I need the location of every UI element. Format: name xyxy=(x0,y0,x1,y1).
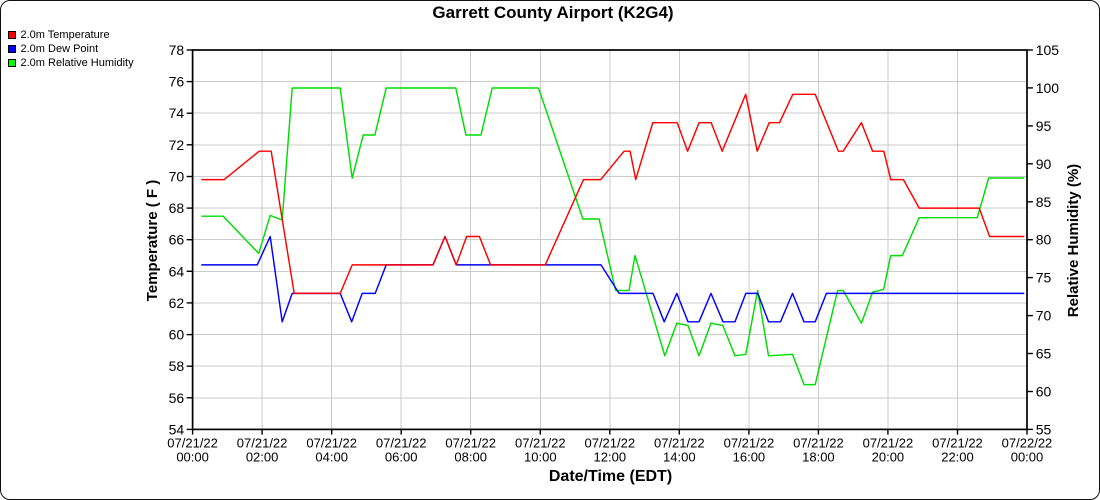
svg-text:70: 70 xyxy=(169,169,185,185)
svg-text:07/21/22: 07/21/22 xyxy=(932,436,983,451)
svg-text:07/21/22: 07/21/22 xyxy=(376,436,427,451)
svg-text:07/21/22: 07/21/22 xyxy=(863,436,914,451)
svg-text:14:00: 14:00 xyxy=(663,450,696,465)
svg-text:07/21/22: 07/21/22 xyxy=(584,436,635,451)
svg-text:02:00: 02:00 xyxy=(246,450,279,465)
svg-text:56: 56 xyxy=(169,390,185,406)
svg-text:95: 95 xyxy=(1036,118,1052,134)
svg-text:04:00: 04:00 xyxy=(315,450,348,465)
svg-text:80: 80 xyxy=(1036,232,1052,248)
svg-text:90: 90 xyxy=(1036,156,1052,172)
svg-text:85: 85 xyxy=(1036,194,1052,210)
svg-text:16:00: 16:00 xyxy=(733,450,766,465)
svg-text:07/21/22: 07/21/22 xyxy=(654,436,705,451)
svg-text:08:00: 08:00 xyxy=(454,450,487,465)
svg-text:07/21/22: 07/21/22 xyxy=(793,436,844,451)
svg-text:58: 58 xyxy=(169,358,185,374)
svg-text:74: 74 xyxy=(169,105,185,121)
svg-text:07/21/22: 07/21/22 xyxy=(167,436,218,451)
svg-text:00:00: 00:00 xyxy=(176,450,209,465)
svg-text:72: 72 xyxy=(169,137,185,153)
svg-text:54: 54 xyxy=(169,421,185,437)
svg-text:66: 66 xyxy=(169,232,185,248)
svg-text:62: 62 xyxy=(169,295,185,311)
svg-text:07/21/22: 07/21/22 xyxy=(515,436,566,451)
svg-text:22:00: 22:00 xyxy=(941,450,974,465)
svg-text:20:00: 20:00 xyxy=(872,450,905,465)
svg-text:18:00: 18:00 xyxy=(802,450,835,465)
svg-text:76: 76 xyxy=(169,74,185,90)
svg-text:55: 55 xyxy=(1036,421,1052,437)
svg-text:12:00: 12:00 xyxy=(594,450,627,465)
svg-text:64: 64 xyxy=(169,263,185,279)
svg-text:07/21/22: 07/21/22 xyxy=(237,436,288,451)
svg-text:07/22/22: 07/22/22 xyxy=(1002,436,1053,451)
svg-text:60: 60 xyxy=(169,327,185,343)
svg-text:06:00: 06:00 xyxy=(385,450,418,465)
svg-text:65: 65 xyxy=(1036,346,1052,362)
svg-text:07/21/22: 07/21/22 xyxy=(445,436,496,451)
svg-text:75: 75 xyxy=(1036,270,1052,286)
svg-text:78: 78 xyxy=(169,42,185,58)
svg-text:00:00: 00:00 xyxy=(1011,450,1044,465)
svg-text:70: 70 xyxy=(1036,308,1052,324)
svg-text:105: 105 xyxy=(1036,42,1060,58)
svg-text:100: 100 xyxy=(1036,80,1060,96)
svg-text:60: 60 xyxy=(1036,384,1052,400)
svg-text:07/21/22: 07/21/22 xyxy=(724,436,775,451)
svg-text:07/21/22: 07/21/22 xyxy=(306,436,357,451)
svg-text:68: 68 xyxy=(169,200,185,216)
svg-text:10:00: 10:00 xyxy=(524,450,557,465)
